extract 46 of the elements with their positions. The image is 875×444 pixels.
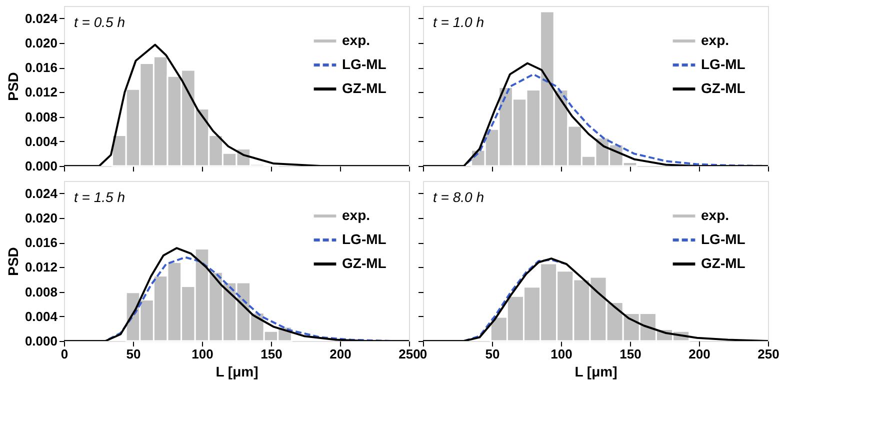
legend-label: GZ-ML [342,255,387,271]
x-axis-title: L [μm] [216,364,258,380]
legend-label: GZ-ML [701,255,746,271]
x-tick-label: 150 [620,346,642,362]
y-tick-label: 0.000 [24,334,58,348]
y-tick-label: 0.004 [24,308,58,324]
legend-label: LG-ML [342,56,387,72]
legend-label: LG-ML [342,231,387,247]
y-tick-label: 0.024 [24,186,58,201]
legend-label: GZ-ML [701,80,746,96]
y-tick-label: 0.016 [24,60,58,76]
annotation: t = 1.0 h [433,14,484,30]
x-tick-label: 100 [192,346,214,362]
y-tick-label: 0.016 [24,235,58,250]
legend-label: exp. [342,32,370,48]
legend-label: GZ-ML [342,80,387,96]
x-tick-label: 0 [60,346,68,362]
x-tick-label: 50 [485,346,500,362]
legend-label: exp. [701,32,730,48]
annotation: t = 8.0 h [433,189,484,205]
x-tick-label: 50 [126,346,141,362]
y-axis-title: PSD [4,72,21,101]
x-tick-label: 100 [550,346,572,362]
y-axis-title: PSD [4,247,21,276]
x-tick-label: 250 [398,346,420,362]
y-tick-label: 0.004 [24,134,58,149]
x-tick-label: 200 [688,346,710,362]
y-tick-label: 0.008 [24,109,58,124]
x-tick-label: 200 [330,346,352,362]
y-tick-label: 0.000 [24,158,58,174]
legend-label: LG-ML [701,56,746,72]
y-tick-label: 0.020 [24,210,58,226]
annotation: t = 1.5 h [74,189,126,205]
y-tick-label: 0.020 [24,35,58,50]
y-tick-label: 0.012 [24,260,58,275]
legend-label: LG-ML [701,231,746,247]
x-axis-title: L [μm] [574,364,618,380]
x-tick-label: 0 [420,346,428,362]
x-tick-label: 150 [260,346,282,362]
x-tick-label: 250 [758,346,780,362]
y-tick-label: 0.012 [24,84,58,100]
legend-label: exp. [342,207,370,223]
y-tick-label: 0.024 [24,10,58,26]
annotation: t = 0.5 h [74,14,126,30]
y-tick-label: 0.008 [24,284,58,300]
legend-label: exp. [701,207,730,223]
